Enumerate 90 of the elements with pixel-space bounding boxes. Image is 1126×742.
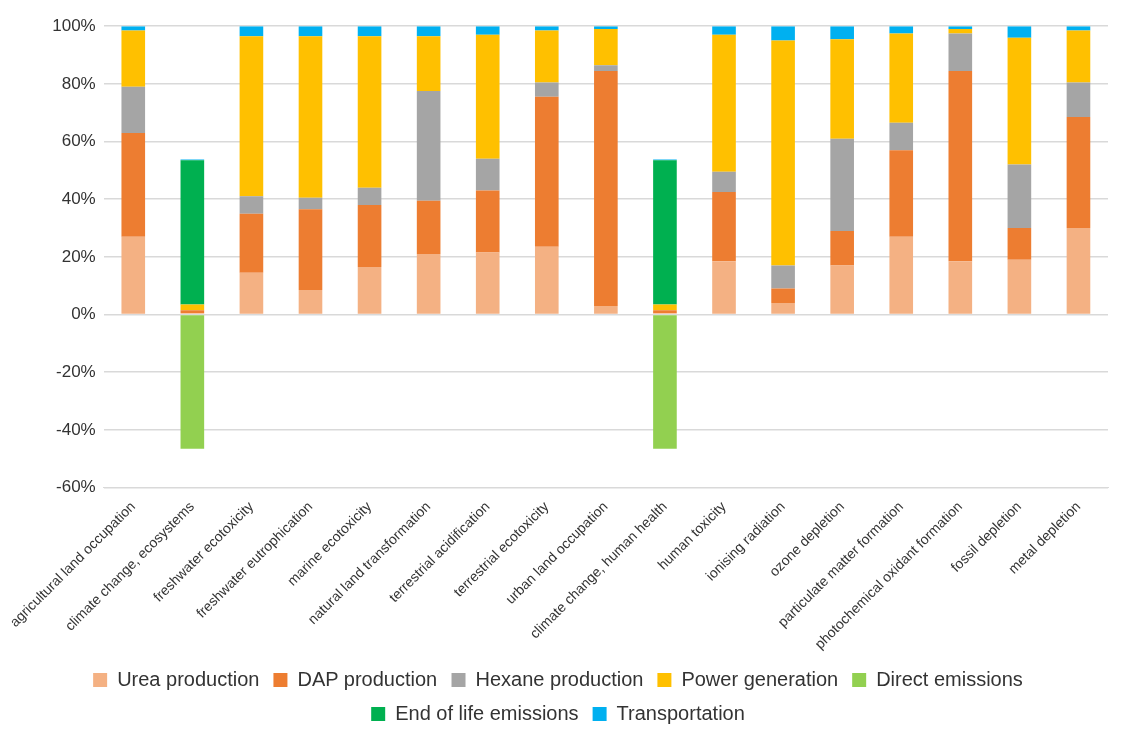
bar <box>475 252 500 314</box>
bar <box>475 190 500 253</box>
bar <box>653 315 677 449</box>
bar <box>121 26 146 31</box>
bar <box>416 91 441 201</box>
bar <box>121 132 146 237</box>
y-tick-label: 20% <box>61 246 96 266</box>
bar <box>889 150 914 237</box>
bar <box>239 213 264 273</box>
bar <box>830 138 854 231</box>
bar <box>1066 82 1091 118</box>
bar <box>712 26 736 35</box>
y-tick-label: 80% <box>61 73 96 93</box>
bar <box>1066 228 1091 314</box>
y-tick-label: 40% <box>61 188 96 208</box>
bar <box>771 26 795 41</box>
bar <box>771 303 795 314</box>
bar <box>889 122 914 151</box>
bar <box>180 304 205 311</box>
bar <box>475 26 500 35</box>
bar <box>239 196 264 214</box>
bar <box>830 39 854 139</box>
y-tick-label: 60% <box>61 131 96 151</box>
legend-label: Urea production <box>117 667 260 690</box>
bar <box>594 305 618 314</box>
y-tick-label: -20% <box>56 361 96 381</box>
bar <box>357 36 382 188</box>
bar <box>357 187 382 205</box>
bar <box>534 30 559 83</box>
bar <box>416 254 441 314</box>
bar <box>1066 30 1091 83</box>
bar <box>239 272 264 314</box>
legend-label: Transportation <box>616 701 745 724</box>
bar <box>712 34 736 172</box>
bar <box>594 29 618 66</box>
bar <box>889 236 914 314</box>
bar <box>534 82 559 97</box>
bar <box>712 192 736 262</box>
bar <box>416 36 441 92</box>
y-tick-label: 0% <box>71 304 96 324</box>
bar <box>948 70 973 262</box>
legend-label: Direct emissions <box>876 667 1023 690</box>
bar <box>594 65 618 71</box>
bar <box>771 40 795 266</box>
bar <box>1066 117 1091 229</box>
bar <box>298 36 323 198</box>
bar <box>180 160 205 305</box>
legend-label: DAP production <box>297 667 438 690</box>
bar <box>298 290 323 314</box>
bar <box>121 236 146 314</box>
bar <box>712 171 736 193</box>
bar <box>1007 26 1032 38</box>
bar <box>771 265 795 289</box>
bar <box>830 230 854 266</box>
bar <box>653 160 677 305</box>
bar <box>357 266 382 314</box>
bar <box>416 200 441 255</box>
bar <box>1007 37 1032 165</box>
bar <box>1007 259 1032 314</box>
legend-label: Hexane production <box>475 667 644 690</box>
bar <box>357 204 382 267</box>
bar <box>475 158 500 191</box>
bar <box>1007 164 1032 229</box>
bar <box>653 304 677 311</box>
bar <box>534 246 559 314</box>
bar <box>534 96 559 247</box>
legend-label: End of life emissions <box>395 701 579 724</box>
bar <box>239 36 264 197</box>
bar <box>298 197 323 210</box>
y-tick-label: 100% <box>52 15 96 35</box>
bar <box>771 288 795 304</box>
y-tick-label: -40% <box>56 419 96 439</box>
y-tick-label: -60% <box>56 477 96 497</box>
bar <box>298 209 323 291</box>
bar <box>1007 228 1032 260</box>
legend-label: Power generation <box>681 667 839 690</box>
bar <box>534 26 559 31</box>
bar <box>830 26 854 40</box>
bar <box>948 261 973 314</box>
bar <box>475 34 500 159</box>
bar <box>712 261 736 314</box>
bar <box>948 29 973 34</box>
bar <box>180 315 205 449</box>
bar <box>1066 26 1091 31</box>
bar <box>594 70 618 306</box>
bar <box>830 265 854 314</box>
bar <box>121 86 146 133</box>
bar <box>948 33 973 71</box>
bar <box>889 33 914 123</box>
bar <box>121 30 146 87</box>
